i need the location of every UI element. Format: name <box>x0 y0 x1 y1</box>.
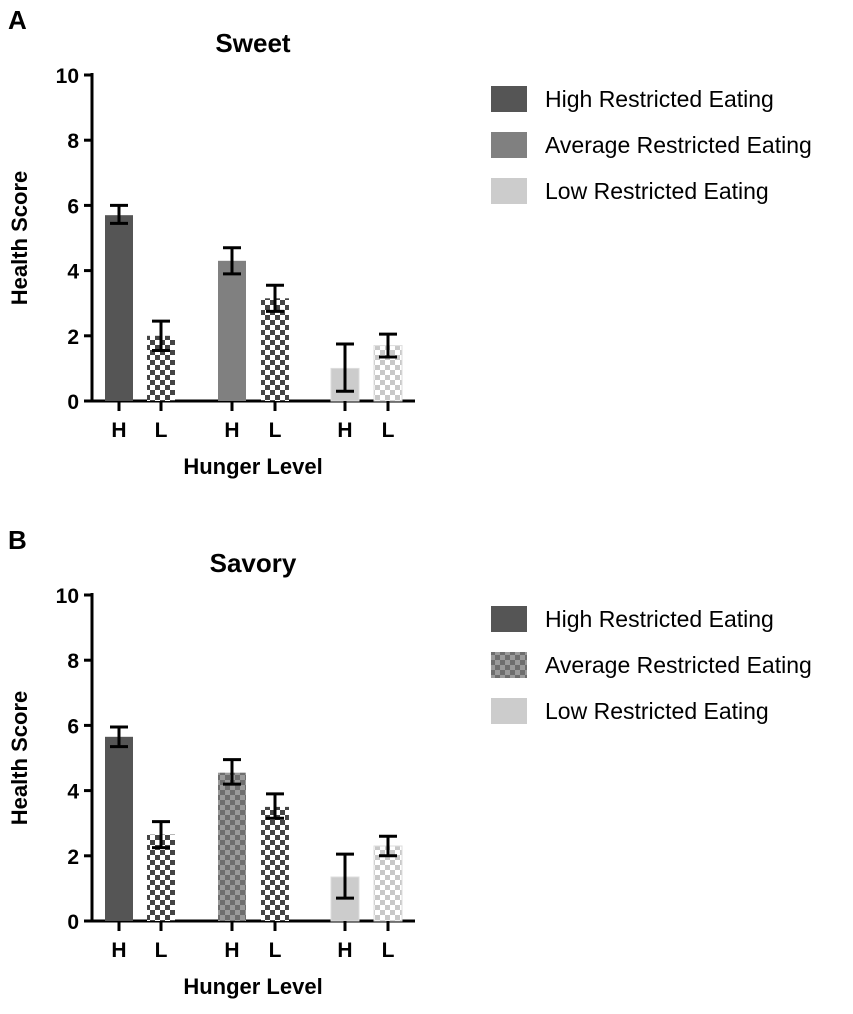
legend-label: High Restricted Eating <box>545 86 774 112</box>
y-tick-label: 2 <box>67 846 79 869</box>
y-tick-label: 10 <box>56 65 79 88</box>
chart-title: Savory <box>210 548 297 578</box>
panel-b: B Savory Hunger Level Health Score 0 2 4 6 8 10 H L… <box>7 525 812 999</box>
legend-label: Low Restricted Eating <box>545 698 769 724</box>
x-axis-label: Hunger Level <box>183 454 322 479</box>
x-tick-label: H <box>224 419 239 442</box>
panel-a: A Sweet Hunger Level Health Score 0 2 4 6 8 10 H L H… <box>7 5 812 479</box>
bar <box>218 772 246 921</box>
y-tick-label: 8 <box>67 650 79 673</box>
x-tick-label: H <box>337 939 352 962</box>
x-tick-label: H <box>224 939 239 962</box>
legend-swatch <box>491 606 527 632</box>
bar <box>218 260 246 401</box>
bar <box>105 215 133 401</box>
legend-swatch <box>491 698 527 724</box>
x-tick-label: L <box>382 419 395 442</box>
y-axis-label: Health Score <box>7 691 32 826</box>
x-tick-label: L <box>382 939 395 962</box>
y-tick-label: 6 <box>67 715 79 738</box>
legend-label: Average Restricted Eating <box>545 652 812 678</box>
bar <box>105 736 133 921</box>
bar <box>261 806 289 921</box>
legend-label: Average Restricted Eating <box>545 132 812 158</box>
x-axis-label: Hunger Level <box>183 974 322 999</box>
panel-label: A <box>8 5 27 35</box>
chart-title: Sweet <box>215 28 290 58</box>
bar <box>373 845 403 922</box>
legend-label: Low Restricted Eating <box>545 178 769 204</box>
y-tick-label: 0 <box>67 391 79 414</box>
y-tick-label: 2 <box>67 326 79 349</box>
legend-swatch <box>491 132 527 158</box>
y-tick-label: 4 <box>67 781 79 804</box>
x-tick-label: L <box>269 419 282 442</box>
y-axis-label: Health Score <box>7 171 32 306</box>
legend-swatch <box>491 178 527 204</box>
y-tick-label: 0 <box>67 911 79 934</box>
x-tick-label: L <box>269 939 282 962</box>
y-tick-label: 10 <box>56 585 79 608</box>
panel-label: B <box>8 525 27 555</box>
y-tick-label: 4 <box>67 261 79 284</box>
x-tick-label: H <box>111 939 126 962</box>
x-tick-label: L <box>155 939 168 962</box>
legend-swatch <box>491 652 527 678</box>
legend-swatch <box>491 86 527 112</box>
x-tick-label: L <box>155 419 168 442</box>
bar <box>261 298 289 401</box>
x-tick-label: H <box>111 419 126 442</box>
y-tick-label: 8 <box>67 130 79 153</box>
legend-label: High Restricted Eating <box>545 606 774 632</box>
y-tick-label: 6 <box>67 195 79 218</box>
x-tick-label: H <box>337 419 352 442</box>
